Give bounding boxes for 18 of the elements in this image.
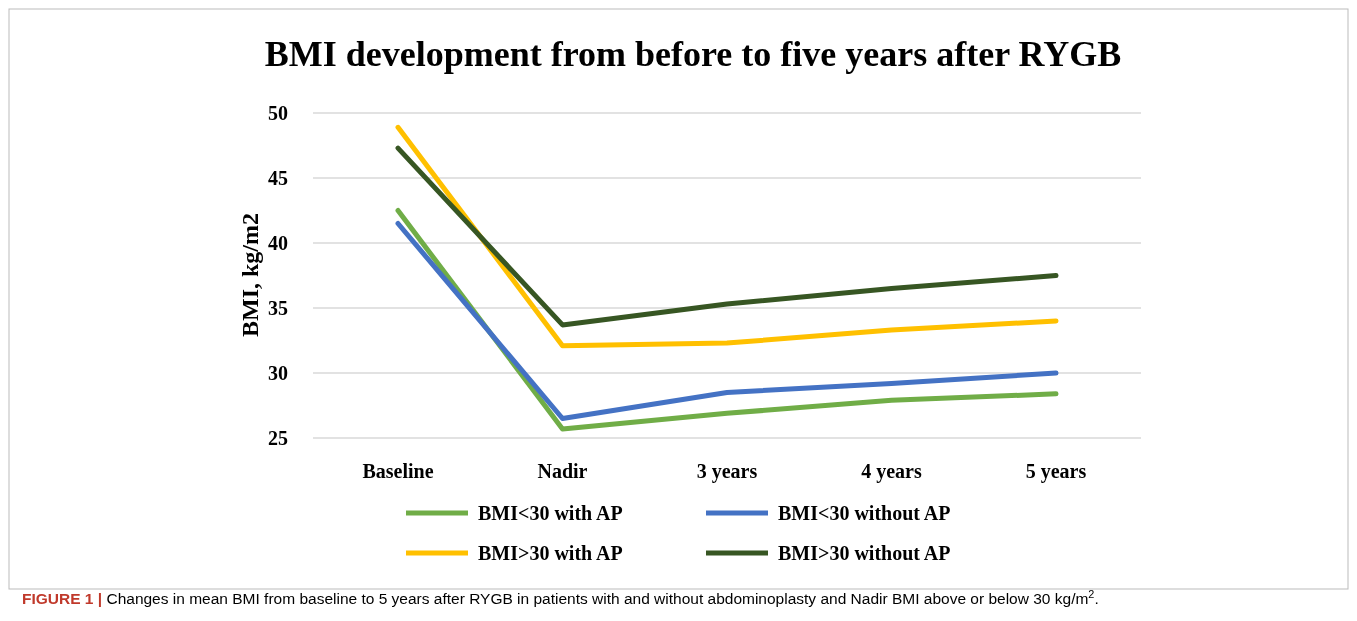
y-tick-label: 30 <box>268 362 288 384</box>
x-tick-label: 3 years <box>696 460 758 483</box>
caption: FIGURE 1 | Changes in mean BMI from baseline to 5 years after RYGB in patients with and without abdominoplasty and Nadir BMI above or below 30 kg/m$^{2}$. <box>22 588 1099 607</box>
legend-label: BMI<30 without AP <box>778 502 951 524</box>
x-tick-label: Baseline <box>362 460 434 482</box>
x-tick-label: Nadir <box>537 460 588 482</box>
y-tick-label: 35 <box>268 297 288 319</box>
legend-label: BMI<30 with AP <box>478 502 623 524</box>
y-tick-label: 45 <box>268 167 288 189</box>
legend-label: BMI>30 with AP <box>478 542 623 564</box>
y-tick-label: 40 <box>268 232 288 254</box>
y-tick-label: 25 <box>268 427 288 449</box>
legend-label: BMI>30 without AP <box>778 542 951 564</box>
y-tick-label: 50 <box>268 102 288 124</box>
chart-title: BMI development from before to five years after RYGB <box>264 34 1122 74</box>
x-tick-label: 4 years <box>861 460 922 483</box>
x-tick-label: 5 years <box>1025 460 1087 483</box>
y-axis-title: BMI, kg/m2 <box>237 212 263 338</box>
